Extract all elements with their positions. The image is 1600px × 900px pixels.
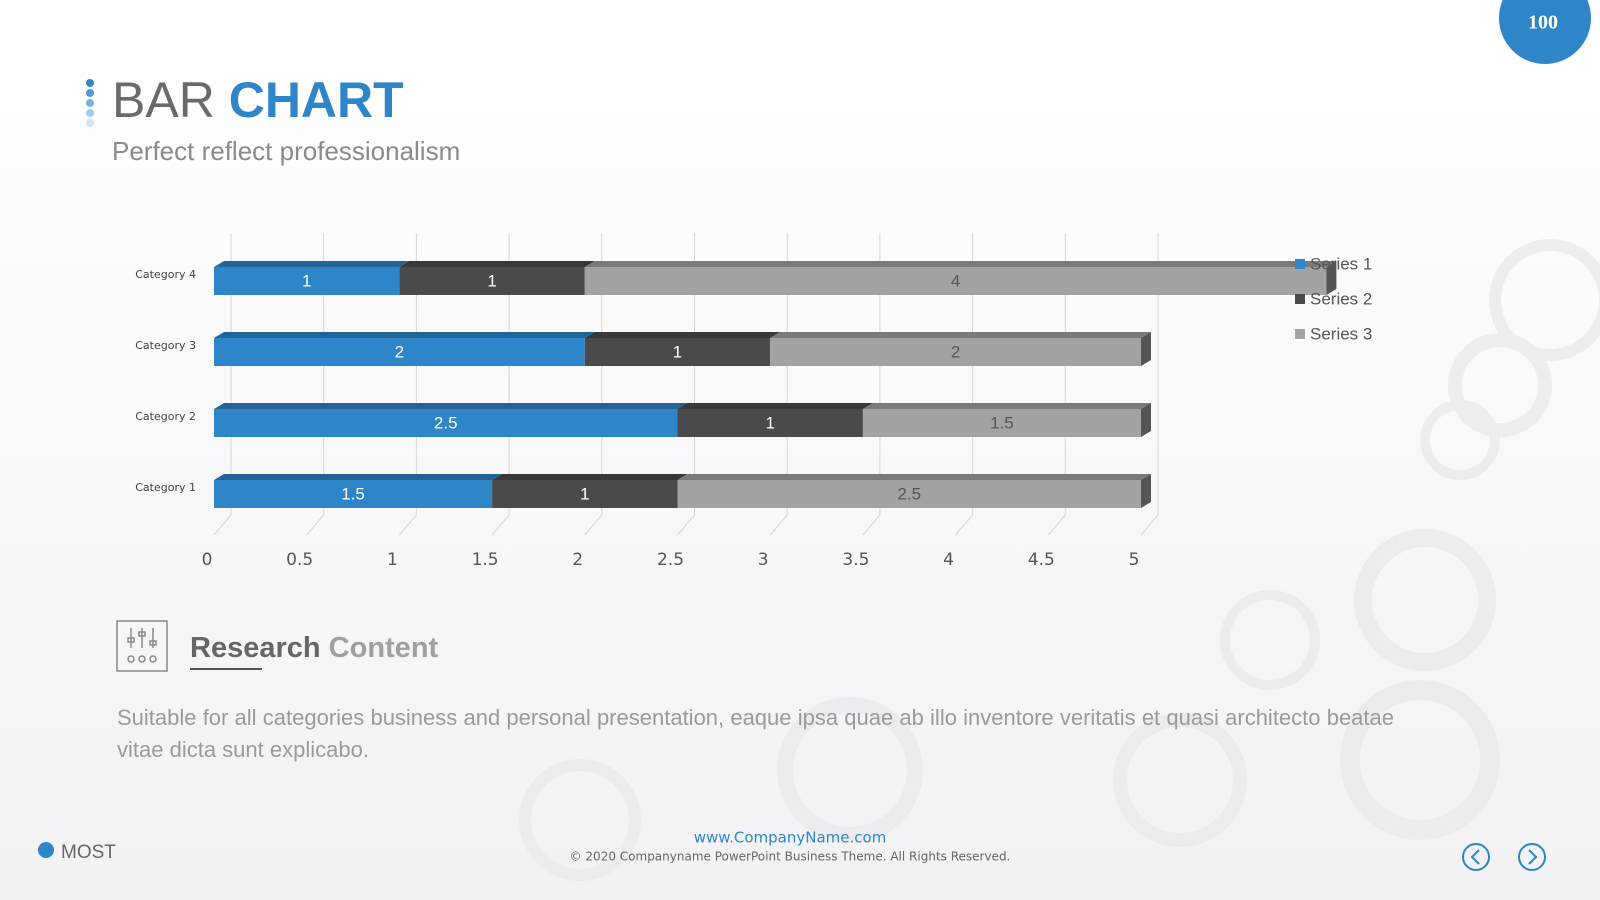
footer-url: www.CompanyName.com <box>694 829 887 847</box>
data-label: 1 <box>302 271 311 290</box>
bar-top <box>492 474 688 480</box>
grid-line <box>306 233 325 536</box>
x-tick-label: 0 <box>202 550 213 570</box>
legend-label: Series 3 <box>1310 324 1372 343</box>
grid-line <box>399 233 417 536</box>
legend-swatch <box>1295 329 1305 339</box>
bar <box>214 267 400 295</box>
bar-top <box>214 474 503 480</box>
data-label: 2 <box>951 342 960 361</box>
page-badge <box>1499 0 1591 64</box>
bar <box>214 409 678 437</box>
bar-top <box>584 332 781 338</box>
section-title: Research Content <box>190 632 439 664</box>
x-tick-label: 5 <box>1129 550 1140 570</box>
bar <box>584 338 771 366</box>
footer-copyright: © 2020 Companyname PowerPoint Business T… <box>570 850 1011 864</box>
legend-swatch <box>1295 294 1305 304</box>
bar-end <box>1326 261 1337 295</box>
prev-button[interactable] <box>1462 843 1490 871</box>
grid-line <box>769 233 788 536</box>
bar <box>677 409 863 437</box>
title-light: BAR <box>112 72 215 128</box>
bar-top <box>399 261 595 267</box>
title-bold: CHART <box>229 72 404 128</box>
grid-line <box>955 233 974 536</box>
page-number: 100 <box>1528 12 1558 34</box>
subtitle: Perfect reflect professionalism <box>112 136 460 166</box>
grid-line <box>1047 233 1066 536</box>
bar <box>584 267 1327 295</box>
grid-line <box>491 233 510 536</box>
bar-top <box>214 403 688 409</box>
x-tick-label: 1.5 <box>472 550 499 570</box>
bar-top <box>862 403 1151 409</box>
bar <box>214 338 585 366</box>
x-tick-label: 3.5 <box>842 550 869 570</box>
bar <box>492 480 678 508</box>
chart: 0 0.5 1 1.5 2 2.5 3 3.5 4 4.5 5 Category 1 1.5 1 2.5 Ca… <box>135 233 1372 570</box>
background-decor <box>519 239 1600 881</box>
bar <box>770 338 1141 366</box>
y-tick-label: Category 1 <box>135 481 196 494</box>
section-title-bold: Research <box>190 632 321 664</box>
y-tick-label: Category 4 <box>135 268 196 281</box>
data-label: 2.5 <box>897 484 921 503</box>
x-tick-label: 2 <box>572 550 583 570</box>
data-label: 1.5 <box>341 484 365 503</box>
bar-top <box>214 261 410 267</box>
data-label: 1 <box>673 342 682 361</box>
data-label: 1 <box>580 484 589 503</box>
section-icon <box>116 620 168 672</box>
bar-top <box>677 403 873 409</box>
bar-top <box>214 332 595 338</box>
y-tick-label: Category 2 <box>135 410 196 423</box>
legend-label: Series 1 <box>1310 254 1372 273</box>
bar <box>677 480 1141 508</box>
slide-title: BAR CHART <box>112 72 404 128</box>
bar <box>214 480 493 508</box>
data-label: 1 <box>487 271 496 290</box>
grid-line <box>862 233 881 536</box>
bar-top <box>584 261 1337 267</box>
bar-end <box>1141 474 1151 508</box>
bar-top <box>770 332 1151 338</box>
bar-end <box>1141 332 1151 366</box>
x-tick-label: 1 <box>387 550 398 570</box>
title-dots <box>86 79 94 127</box>
brand-logo <box>38 842 54 858</box>
legend-label: Series 2 <box>1310 289 1372 308</box>
x-tick-label: 4.5 <box>1028 550 1055 570</box>
legend-swatch <box>1295 259 1305 269</box>
grid-line <box>213 233 232 536</box>
brand-name: MOST <box>61 842 116 863</box>
x-tick-label: 3 <box>758 550 769 570</box>
x-tick-label: 0.5 <box>286 550 313 570</box>
data-label: 1.5 <box>990 413 1014 432</box>
x-tick-label: 2.5 <box>657 550 684 570</box>
data-label: 4 <box>951 271 960 290</box>
bar <box>399 267 585 295</box>
data-label: 2 <box>395 342 404 361</box>
next-button[interactable] <box>1518 843 1546 871</box>
bar-end <box>1141 403 1151 437</box>
grid-line <box>677 233 695 536</box>
section-title-light: Content <box>329 632 439 664</box>
bar-top <box>677 474 1151 480</box>
y-tick-label: Category 3 <box>135 339 196 352</box>
body-text: Suitable for all categories business and… <box>117 705 1394 762</box>
data-label: 2.5 <box>434 413 458 432</box>
bar <box>862 409 1141 437</box>
grid-line <box>584 233 603 536</box>
x-tick-label: 4 <box>943 550 954 570</box>
data-label: 1 <box>765 413 774 432</box>
